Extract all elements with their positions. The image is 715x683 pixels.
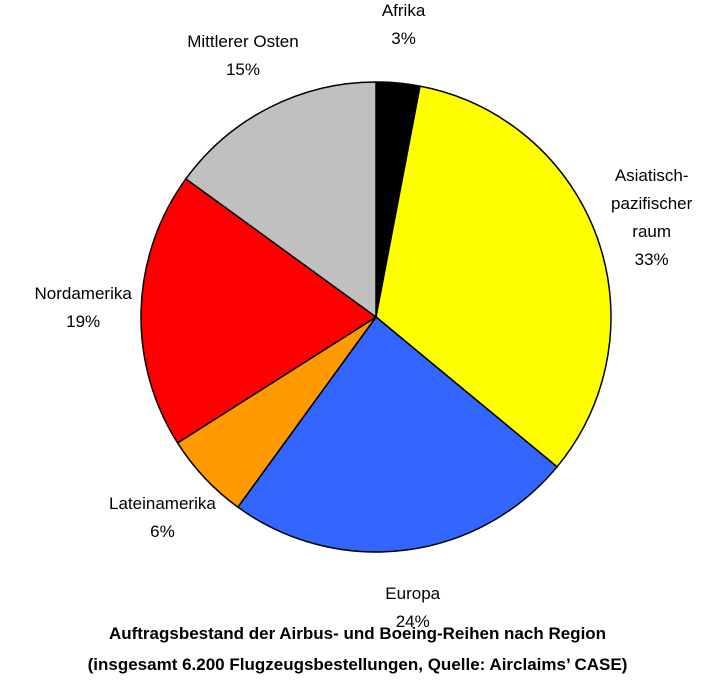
- value-label: 6%: [150, 521, 175, 541]
- slice-label: Lateinamerika 6%: [109, 490, 216, 546]
- category-label: Mittlerer Osten: [187, 31, 299, 51]
- slice-label: Mittlerer Osten 15%: [187, 28, 298, 84]
- category-label: Europa: [385, 583, 441, 603]
- category-label: Lateinamerika: [109, 493, 216, 513]
- pie-slice: [236, 315, 559, 553]
- value-label: 33%: [634, 249, 669, 269]
- pie-slice: [140, 177, 378, 444]
- value-label: 3%: [391, 29, 416, 49]
- value-label: 15%: [225, 59, 260, 79]
- value-label: 19%: [66, 311, 101, 331]
- value-label: 24%: [395, 611, 430, 631]
- slice-label: Europa 24%: [385, 580, 440, 636]
- category-label: Afrika: [381, 1, 426, 21]
- pie-slice: [184, 81, 377, 319]
- slice-label: Nordamerika 19%: [34, 280, 131, 336]
- category-label: Nordamerika: [34, 283, 132, 303]
- slice-label: Afrika 3%: [382, 0, 425, 53]
- chart-subtitle: (insgesamt 6.200 Flugzeugsbestellungen, …: [87, 655, 628, 674]
- chart-title: Auftragsbestand der Airbus- und Boeing-R…: [108, 624, 607, 643]
- slice-label: Asiatisch- pazifischer raum 33%: [611, 162, 692, 274]
- pie-slice: [375, 85, 612, 468]
- category-label: Asiatisch- pazifischer raum: [611, 165, 693, 241]
